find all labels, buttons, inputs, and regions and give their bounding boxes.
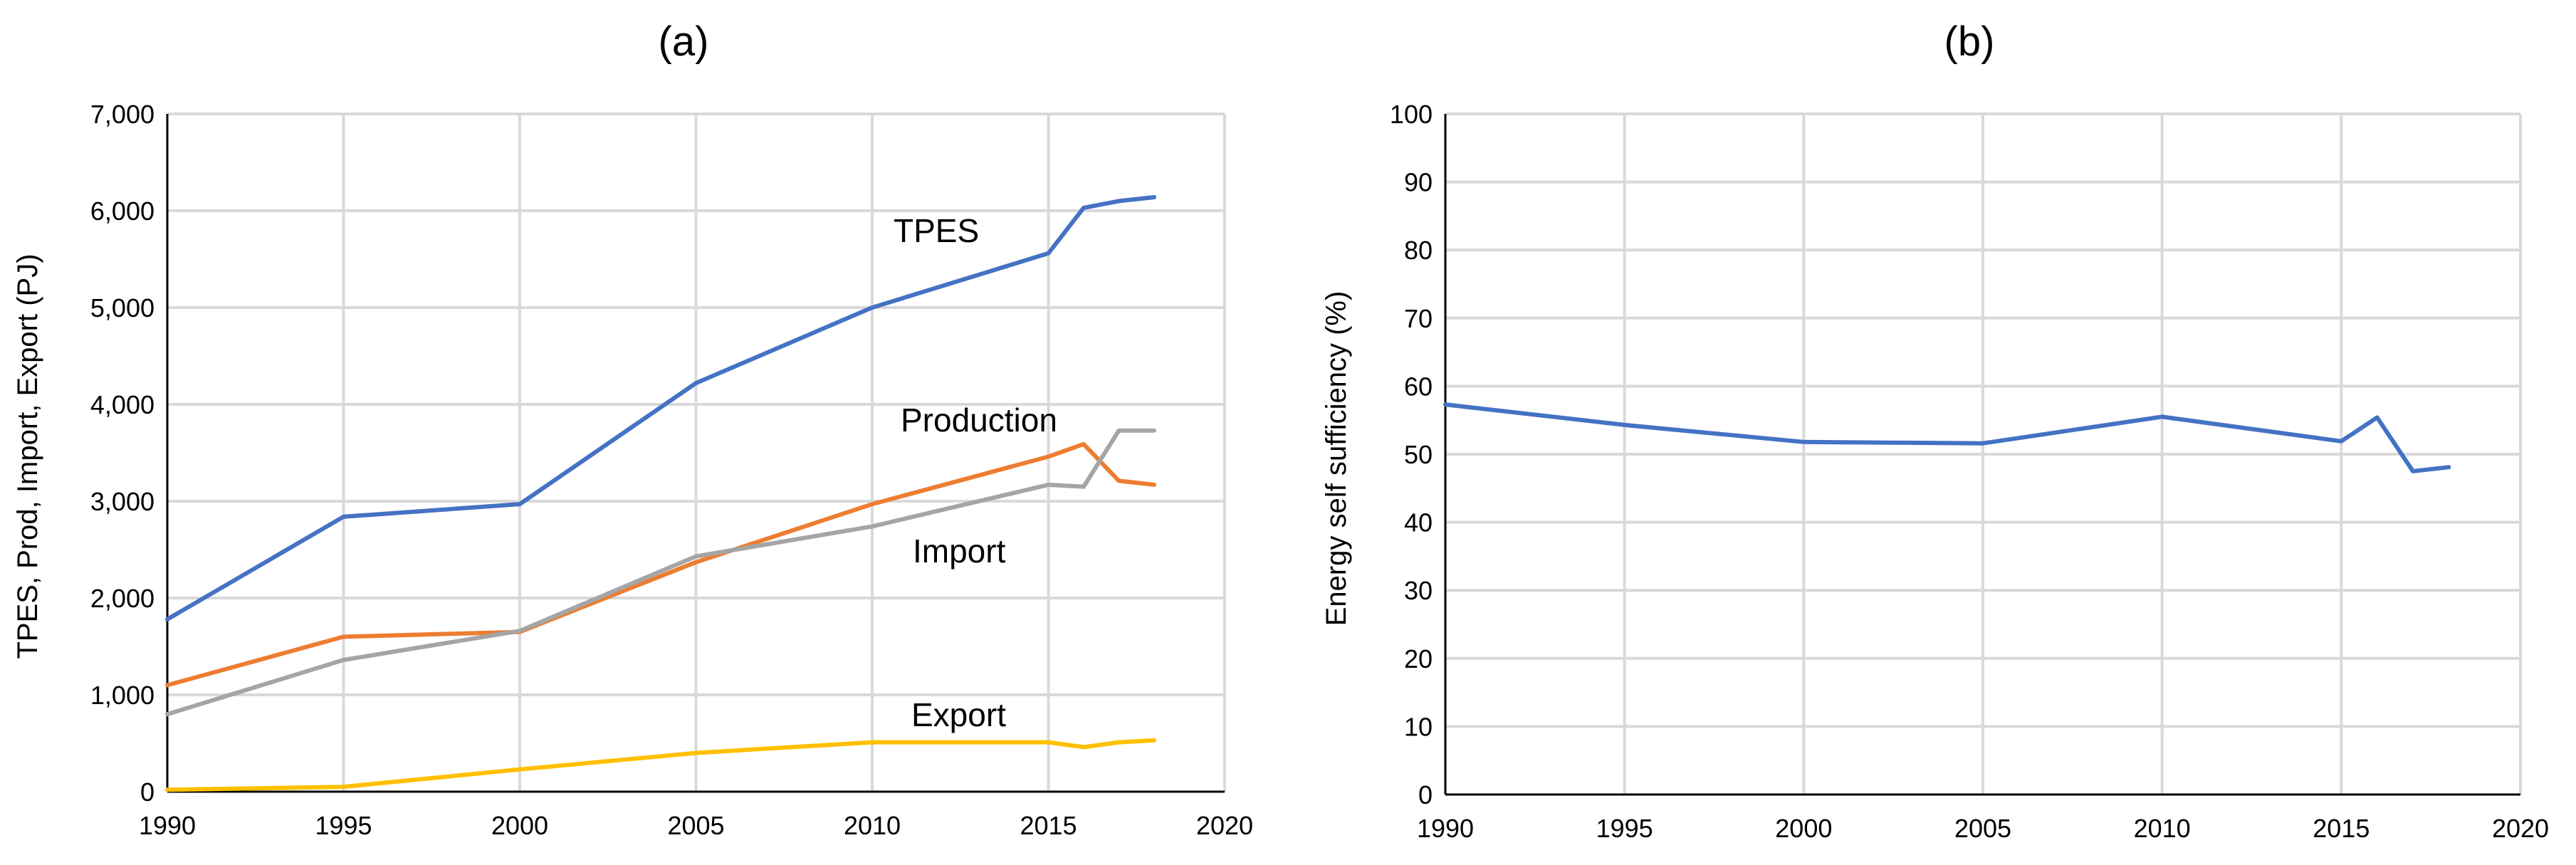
panel-b-x-tick-label: 2000: [1775, 814, 1832, 843]
panel-b-y-tick-label: 60: [1404, 372, 1433, 401]
panel-b-x-tick-label: 1990: [1417, 814, 1474, 843]
tpes-series-label: TPES: [894, 212, 979, 249]
panel-b-y-axis-label: Energy self sufficiency (%): [1321, 291, 1352, 627]
panel-b-x-tick-label: 2010: [2134, 814, 2191, 843]
energy-self-sufficiency-line: [1443, 402, 2451, 473]
panel-a-y-tick-label: 2,000: [90, 584, 155, 613]
panel-b-y-tick-labels: 0 10 20 30 40 50 60 70 80 90 100: [1390, 100, 1433, 809]
panel-a-title: (a): [659, 19, 709, 65]
tpes-line: [165, 195, 1156, 622]
panel-a-x-tick-label: 2010: [844, 811, 901, 840]
panel-b-x-tick-label: 2020: [2492, 814, 2549, 843]
panel-a-x-tick-label: 2000: [491, 811, 548, 840]
import-line: [165, 428, 1156, 717]
panel-b: (b) Energy self sufficiency (%) 0 10 20 30 4…: [1321, 19, 2549, 843]
panel-a-x-tick-label: 2020: [1196, 811, 1253, 840]
panel-b-y-tick-label: 40: [1404, 508, 1433, 538]
panel-a-y-tick-label: 0: [140, 777, 155, 807]
panel-a-y-axis-label: TPES, Prod, Import, Export (PJ): [12, 253, 43, 659]
production-line: [165, 441, 1156, 688]
panel-a-x-tick-label: 1990: [139, 811, 196, 840]
panel-b-x-tick-label: 2015: [2313, 814, 2370, 843]
panel-a-x-tick-label: 2015: [1020, 811, 1077, 840]
panel-a-y-tick-label: 1,000: [90, 681, 155, 710]
panel-b-y-tick-label: 0: [1418, 780, 1433, 809]
panel-a-x-tick-label: 2005: [667, 811, 724, 840]
panel-a-y-tick-label: 6,000: [90, 196, 155, 226]
export-series-label: Export: [911, 696, 1006, 733]
panel-b-title: (b): [1944, 19, 1995, 65]
panel-b-grid: [1445, 112, 2522, 795]
panel-b-x-tick-label: 2005: [1954, 814, 2011, 843]
panel-a-axes: [166, 114, 1225, 793]
panel-b-y-tick-label: 80: [1404, 236, 1433, 265]
panel-b-y-tick-label: 100: [1390, 100, 1433, 129]
panel-b-axes: [1444, 114, 2520, 796]
panel-b-x-tick-label: 1995: [1596, 814, 1653, 843]
production-series-label: Production: [901, 402, 1057, 439]
panel-a-series: [165, 195, 1156, 792]
panel-a-x-tick-label: 1995: [315, 811, 372, 840]
panel-a-y-tick-label: 5,000: [90, 293, 155, 323]
panel-a-x-tick-labels: 1990 1995 2000 2005 2010 2015 2020: [139, 811, 1253, 840]
panel-a-grid: [167, 112, 1226, 792]
import-series-label: Import: [913, 533, 1006, 570]
panel-b-y-tick-label: 30: [1404, 576, 1433, 605]
panel-b-x-tick-labels: 1990 1995 2000 2005 2010 2015 2020: [1417, 814, 2549, 843]
panel-a-y-tick-label: 4,000: [90, 390, 155, 419]
export-line: [165, 738, 1156, 792]
panel-a-y-tick-label: 3,000: [90, 487, 155, 516]
panel-b-series: [1443, 402, 2451, 473]
panel-b-y-tick-label: 20: [1404, 644, 1433, 673]
panel-a-y-tick-labels: 0 1,000 2,000 3,000 4,000 5,000 6,000 7,000: [90, 100, 155, 807]
panel-a: (a) TPES, Prod, Import, Export (PJ) 0 1,0…: [12, 19, 1253, 840]
panel-b-y-tick-label: 90: [1404, 168, 1433, 197]
panel-b-y-tick-label: 70: [1404, 304, 1433, 333]
panel-b-y-tick-label: 10: [1404, 712, 1433, 741]
panel-b-y-tick-label: 50: [1404, 440, 1433, 469]
panel-a-y-tick-label: 7,000: [90, 100, 155, 129]
